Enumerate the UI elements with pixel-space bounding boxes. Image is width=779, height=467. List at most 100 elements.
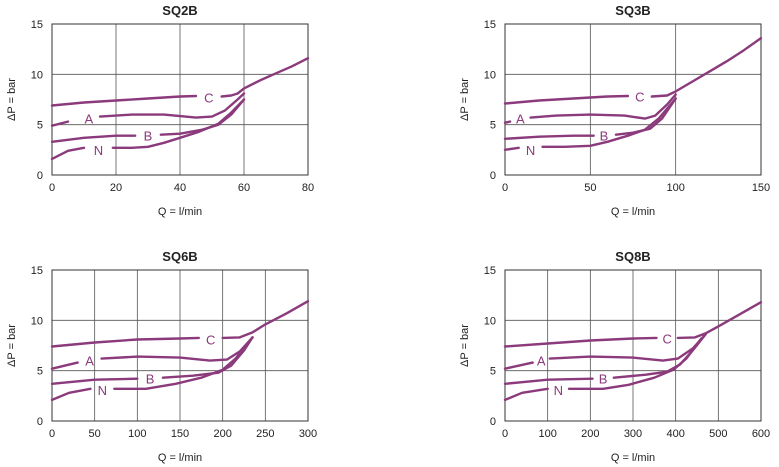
curve-b — [614, 97, 677, 136]
curve-label-a: A — [85, 354, 94, 369]
x-tick-label: 60 — [238, 182, 250, 194]
y-tick-label: 10 — [484, 315, 496, 327]
y-tick-label: 15 — [484, 265, 496, 277]
x-tick-label: 0 — [502, 428, 508, 440]
curve-c — [650, 36, 763, 98]
curve-n — [50, 387, 92, 402]
curve-n — [567, 337, 703, 390]
y-tick-label: 15 — [484, 19, 496, 31]
curve-c — [50, 336, 200, 348]
x-tick-label: 200 — [581, 428, 599, 440]
plot-frame — [51, 23, 309, 176]
chart-sq6b: 0 50 100 150 200 250 300 0 5 10 15 SQ6B Q = l/min ΔP … — [6, 249, 317, 464]
curve-b — [503, 377, 594, 385]
y-tick-label: 15 — [31, 19, 43, 31]
curve-label-n: N — [526, 143, 535, 158]
curve-a — [50, 361, 79, 370]
y-axis-label: ΔP = bar — [6, 78, 18, 121]
y-tick-label: 10 — [31, 69, 43, 81]
x-tick-label: 300 — [299, 428, 317, 440]
curve-c — [503, 94, 630, 105]
curve-n — [111, 98, 246, 149]
x-tick-label: 100 — [128, 428, 146, 440]
curve-b — [50, 377, 139, 385]
curve-a — [50, 120, 70, 127]
curve-label-b: B — [144, 129, 153, 144]
curve-c — [676, 301, 763, 340]
y-tick-label: 0 — [490, 416, 496, 428]
curve-c — [503, 336, 658, 348]
plot-frame — [504, 23, 762, 176]
curve-label-n: N — [94, 143, 103, 158]
chart-title: SQ2B — [162, 3, 197, 18]
y-axis-label: ΔP = bar — [459, 78, 471, 121]
x-tick-label: 20 — [110, 182, 122, 194]
y-tick-label: 0 — [37, 416, 43, 428]
y-tick-label: 5 — [37, 366, 43, 378]
y-tick-label: 10 — [484, 69, 496, 81]
x-tick-label: 600 — [752, 428, 770, 440]
x-tick-label: 50 — [584, 182, 596, 194]
chart-title: SQ8B — [615, 249, 650, 264]
curve-c — [50, 94, 198, 107]
curve-a — [529, 93, 677, 120]
x-axis-label: Q = l/min — [158, 452, 202, 464]
x-tick-label: 400 — [666, 428, 684, 440]
chart-title: SQ6B — [162, 249, 197, 264]
x-tick-label: 200 — [213, 428, 231, 440]
curve-n — [541, 97, 677, 148]
x-tick-label: 100 — [538, 428, 556, 440]
x-tick-label: 0 — [49, 428, 55, 440]
curve-n — [50, 146, 86, 161]
curve-label-a: A — [84, 112, 93, 127]
y-tick-label: 5 — [37, 120, 43, 132]
y-tick-label: 15 — [31, 265, 43, 277]
curve-b — [612, 333, 707, 379]
curve-label-b: B — [600, 129, 609, 144]
curve-label-n: N — [98, 383, 107, 398]
curve-label-n: N — [554, 383, 563, 398]
y-axis-label: ΔP = bar — [6, 324, 18, 367]
x-tick-label: 50 — [89, 428, 101, 440]
y-tick-label: 5 — [490, 366, 496, 378]
y-tick-label: 5 — [490, 120, 496, 132]
chart-sq8b: 0 100 200 300 400 500 600 0 5 10 15 SQ8B Q = l/min ΔP… — [459, 249, 770, 464]
x-tick-label: 40 — [174, 182, 186, 194]
y-tick-label: 0 — [490, 170, 496, 182]
curve-b — [503, 134, 595, 140]
x-axis-label: Q = l/min — [611, 452, 655, 464]
curve-label-b: B — [146, 372, 155, 387]
x-tick-label: 300 — [624, 428, 642, 440]
curve-label-c: C — [206, 332, 215, 347]
curve-a — [503, 120, 512, 124]
x-tick-label: 150 — [752, 182, 770, 194]
curve-label-b: B — [599, 372, 608, 387]
curve-c — [221, 300, 310, 340]
curve-n — [503, 387, 549, 402]
chart-sq2b: 0 20 40 60 80 0 5 10 15 SQ2B Q = l/min ΔP = bar C A B N — [6, 3, 314, 218]
x-axis-label: Q = l/min — [611, 206, 655, 218]
x-tick-label: 0 — [502, 182, 508, 194]
curve-c — [220, 57, 310, 98]
curve-label-a: A — [516, 112, 525, 127]
curve-a — [98, 92, 246, 119]
y-axis-label: ΔP = bar — [459, 324, 471, 367]
curve-label-c: C — [204, 90, 213, 105]
x-tick-label: 0 — [49, 182, 55, 194]
x-tick-label: 100 — [666, 182, 684, 194]
curve-label-c: C — [662, 331, 671, 346]
curve-n — [113, 336, 254, 390]
curve-a — [503, 361, 534, 370]
x-tick-label: 500 — [709, 428, 727, 440]
x-axis-label: Q = l/min — [158, 206, 202, 218]
curve-label-c: C — [635, 89, 644, 104]
x-tick-label: 150 — [171, 428, 189, 440]
curve-label-a: A — [537, 354, 546, 369]
curve-b — [50, 134, 137, 143]
chart-sq3b: 0 50 100 150 0 5 10 15 SQ3B Q = l/min ΔP = bar C A B N — [459, 3, 770, 218]
curve-n — [503, 146, 520, 151]
x-tick-label: 250 — [256, 428, 274, 440]
x-tick-label: 80 — [302, 182, 314, 194]
y-tick-label: 10 — [31, 315, 43, 327]
